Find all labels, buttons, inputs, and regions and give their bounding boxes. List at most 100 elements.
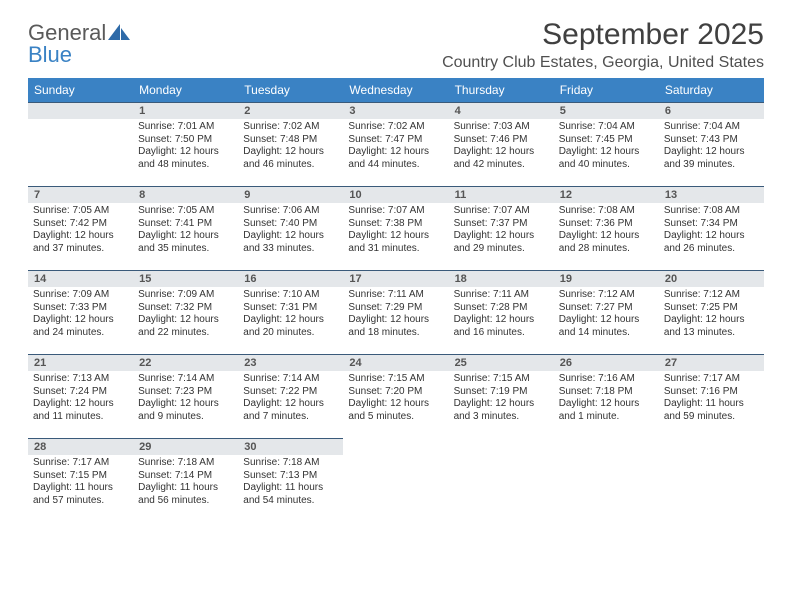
calendar-cell: 6Sunrise: 7:04 AMSunset: 7:43 PMDaylight… [659,102,764,186]
day-details: Sunrise: 7:02 AMSunset: 7:48 PMDaylight:… [238,119,343,171]
sunrise-text: Sunrise: 7:17 AM [664,373,759,386]
calendar-cell: 4Sunrise: 7:03 AMSunset: 7:46 PMDaylight… [449,102,554,186]
sunset-text: Sunset: 7:31 PM [243,302,338,315]
sunset-text: Sunset: 7:16 PM [664,386,759,399]
calendar-cell: 2Sunrise: 7:02 AMSunset: 7:48 PMDaylight… [238,102,343,186]
day-details: Sunrise: 7:09 AMSunset: 7:33 PMDaylight:… [28,287,133,339]
day-details: Sunrise: 7:12 AMSunset: 7:25 PMDaylight:… [659,287,764,339]
day-number: 16 [238,270,343,287]
day-number: 19 [554,270,659,287]
daylight2-text: and 14 minutes. [559,327,654,340]
day-number: 10 [343,186,448,203]
day-number: 12 [554,186,659,203]
daylight1-text: Daylight: 12 hours [138,146,233,159]
sunset-text: Sunset: 7:41 PM [138,218,233,231]
day-number: 21 [28,354,133,371]
daylight1-text: Daylight: 12 hours [559,230,654,243]
calendar-cell: 22Sunrise: 7:14 AMSunset: 7:23 PMDayligh… [133,354,238,438]
sunset-text: Sunset: 7:20 PM [348,386,443,399]
calendar-cell: 18Sunrise: 7:11 AMSunset: 7:28 PMDayligh… [449,270,554,354]
sunset-text: Sunset: 7:34 PM [664,218,759,231]
daylight2-text: and 44 minutes. [348,159,443,172]
sail-icon [108,24,130,40]
calendar-cell [449,438,554,522]
day-number: 30 [238,438,343,455]
sunrise-text: Sunrise: 7:15 AM [454,373,549,386]
daylight1-text: Daylight: 11 hours [243,482,338,495]
calendar-cell: 3Sunrise: 7:02 AMSunset: 7:47 PMDaylight… [343,102,448,186]
daylight1-text: Daylight: 12 hours [348,146,443,159]
day-details: Sunrise: 7:17 AMSunset: 7:15 PMDaylight:… [28,455,133,507]
day-number: 1 [133,102,238,119]
daylight1-text: Daylight: 11 hours [33,482,128,495]
sunrise-text: Sunrise: 7:12 AM [664,289,759,302]
weekday-header: Sunday [28,78,133,102]
weekday-header: Saturday [659,78,764,102]
calendar-week: 7Sunrise: 7:05 AMSunset: 7:42 PMDaylight… [28,186,764,270]
daylight1-text: Daylight: 12 hours [664,230,759,243]
calendar-page: General Blue September 2025 Country Club… [0,0,792,540]
sunset-text: Sunset: 7:18 PM [559,386,654,399]
daylight2-text: and 39 minutes. [664,159,759,172]
daylight2-text: and 16 minutes. [454,327,549,340]
daylight1-text: Daylight: 12 hours [348,314,443,327]
weekday-header: Friday [554,78,659,102]
daylight1-text: Daylight: 12 hours [243,314,338,327]
daylight2-text: and 5 minutes. [348,411,443,424]
daylight2-text: and 37 minutes. [33,243,128,256]
calendar-cell: 20Sunrise: 7:12 AMSunset: 7:25 PMDayligh… [659,270,764,354]
logo-text: General Blue [28,22,130,66]
sunrise-text: Sunrise: 7:10 AM [243,289,338,302]
calendar-cell: 30Sunrise: 7:18 AMSunset: 7:13 PMDayligh… [238,438,343,522]
sunset-text: Sunset: 7:28 PM [454,302,549,315]
day-number: 3 [343,102,448,119]
calendar-week: 28Sunrise: 7:17 AMSunset: 7:15 PMDayligh… [28,438,764,522]
day-details: Sunrise: 7:14 AMSunset: 7:23 PMDaylight:… [133,371,238,423]
weekday-header: Tuesday [238,78,343,102]
sunset-text: Sunset: 7:42 PM [33,218,128,231]
sunrise-text: Sunrise: 7:12 AM [559,289,654,302]
daylight1-text: Daylight: 12 hours [664,314,759,327]
daylight2-text: and 33 minutes. [243,243,338,256]
day-number [28,102,133,119]
daylight1-text: Daylight: 12 hours [454,314,549,327]
calendar-cell: 11Sunrise: 7:07 AMSunset: 7:37 PMDayligh… [449,186,554,270]
daylight1-text: Daylight: 11 hours [138,482,233,495]
sunset-text: Sunset: 7:47 PM [348,134,443,147]
daylight1-text: Daylight: 12 hours [138,230,233,243]
daylight2-text: and 54 minutes. [243,495,338,508]
daylight1-text: Daylight: 11 hours [664,398,759,411]
daylight1-text: Daylight: 12 hours [454,230,549,243]
sunrise-text: Sunrise: 7:03 AM [454,121,549,134]
sunrise-text: Sunrise: 7:16 AM [559,373,654,386]
day-details: Sunrise: 7:13 AMSunset: 7:24 PMDaylight:… [28,371,133,423]
sunrise-text: Sunrise: 7:17 AM [33,457,128,470]
sunset-text: Sunset: 7:29 PM [348,302,443,315]
daylight2-text: and 7 minutes. [243,411,338,424]
calendar-cell: 13Sunrise: 7:08 AMSunset: 7:34 PMDayligh… [659,186,764,270]
sunrise-text: Sunrise: 7:15 AM [348,373,443,386]
day-details: Sunrise: 7:12 AMSunset: 7:27 PMDaylight:… [554,287,659,339]
calendar-cell: 26Sunrise: 7:16 AMSunset: 7:18 PMDayligh… [554,354,659,438]
sunset-text: Sunset: 7:23 PM [138,386,233,399]
weekday-header: Wednesday [343,78,448,102]
daylight1-text: Daylight: 12 hours [559,146,654,159]
daylight2-text: and 9 minutes. [138,411,233,424]
sunset-text: Sunset: 7:43 PM [664,134,759,147]
sunrise-text: Sunrise: 7:07 AM [454,205,549,218]
day-number: 9 [238,186,343,203]
daylight2-text: and 57 minutes. [33,495,128,508]
day-number: 7 [28,186,133,203]
daylight1-text: Daylight: 12 hours [454,398,549,411]
calendar-cell: 21Sunrise: 7:13 AMSunset: 7:24 PMDayligh… [28,354,133,438]
day-details: Sunrise: 7:04 AMSunset: 7:43 PMDaylight:… [659,119,764,171]
sunrise-text: Sunrise: 7:04 AM [559,121,654,134]
daylight2-text: and 28 minutes. [559,243,654,256]
sunset-text: Sunset: 7:27 PM [559,302,654,315]
sunset-text: Sunset: 7:36 PM [559,218,654,231]
day-number: 22 [133,354,238,371]
sunrise-text: Sunrise: 7:13 AM [33,373,128,386]
calendar-cell: 12Sunrise: 7:08 AMSunset: 7:36 PMDayligh… [554,186,659,270]
day-details: Sunrise: 7:18 AMSunset: 7:14 PMDaylight:… [133,455,238,507]
sunset-text: Sunset: 7:22 PM [243,386,338,399]
